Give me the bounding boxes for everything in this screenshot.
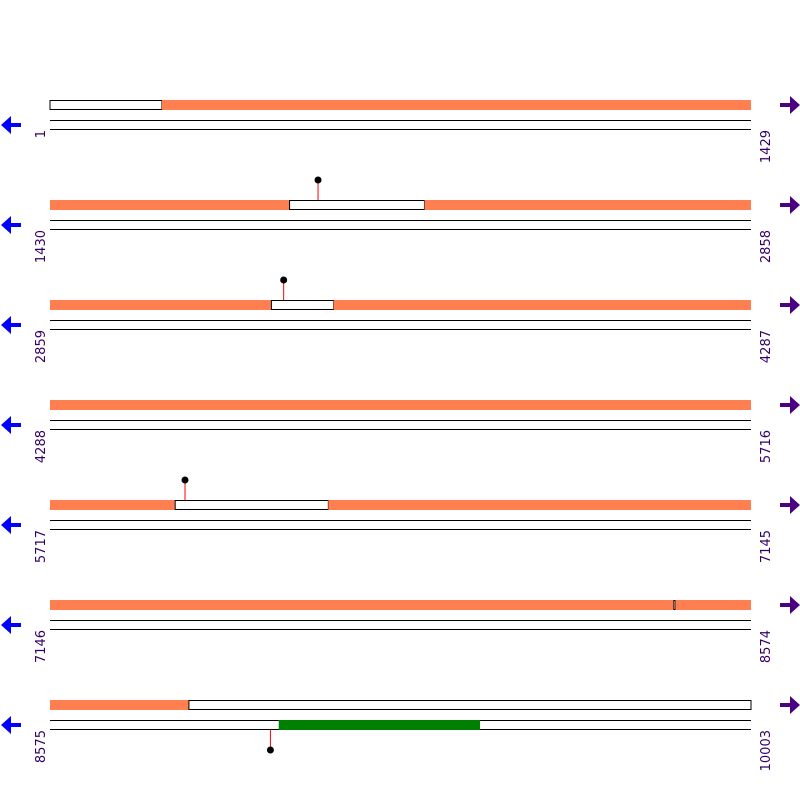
- row-start-label: 8575: [34, 730, 49, 763]
- left-arrow-icon[interactable]: [1, 116, 21, 134]
- row-end-label: 8574: [759, 630, 774, 663]
- forward-gap-block: [174, 500, 329, 510]
- forward-gap-block: [49, 100, 163, 110]
- orf-block: [333, 300, 751, 310]
- marker-dot[interactable]: [314, 176, 322, 184]
- row-start-label: 5717: [34, 530, 49, 563]
- row-end-label: 1429: [759, 130, 774, 163]
- left-arrow-icon[interactable]: [1, 516, 21, 534]
- marker-dot[interactable]: [266, 746, 274, 754]
- forward-gap-block: [188, 700, 752, 710]
- right-arrow-icon[interactable]: [780, 496, 800, 514]
- orf-block: [50, 300, 272, 310]
- marker-dot[interactable]: [280, 276, 288, 284]
- orf-block: [328, 500, 751, 510]
- gene-feature-block: [278, 720, 481, 730]
- forward-gap-block: [673, 600, 676, 610]
- row-end-label: 7145: [759, 530, 774, 563]
- orf-block: [161, 100, 751, 110]
- row-end-label: 4287: [759, 330, 774, 363]
- left-arrow-icon[interactable]: [1, 716, 21, 734]
- left-arrow-icon[interactable]: [1, 416, 21, 434]
- orf-block: [675, 600, 751, 610]
- row-start-label: 1430: [34, 230, 49, 263]
- orf-block: [50, 200, 290, 210]
- right-arrow-icon[interactable]: [780, 696, 800, 714]
- orf-block: [50, 700, 189, 710]
- orf-block: [424, 200, 751, 210]
- forward-gap-block: [270, 300, 335, 310]
- row-start-label: 1: [34, 130, 49, 138]
- right-arrow-icon[interactable]: [780, 196, 800, 214]
- row-end-label: 5716: [759, 430, 774, 463]
- right-arrow-icon[interactable]: [780, 596, 800, 614]
- forward-gap-block: [289, 200, 426, 210]
- right-arrow-icon[interactable]: [780, 396, 800, 414]
- row-end-label: 2858: [759, 230, 774, 263]
- row-end-label: 10003: [759, 730, 774, 771]
- orf-block: [50, 600, 674, 610]
- orf-block: [50, 400, 751, 410]
- marker-dot[interactable]: [181, 476, 189, 484]
- row-start-label: 2859: [34, 330, 49, 363]
- left-arrow-icon[interactable]: [1, 216, 21, 234]
- orf-block: [50, 500, 176, 510]
- row-start-label: 7146: [34, 630, 49, 663]
- right-arrow-icon[interactable]: [780, 96, 800, 114]
- right-arrow-icon[interactable]: [780, 296, 800, 314]
- left-arrow-icon[interactable]: [1, 316, 21, 334]
- left-arrow-icon[interactable]: [1, 616, 21, 634]
- row-start-label: 4288: [34, 430, 49, 463]
